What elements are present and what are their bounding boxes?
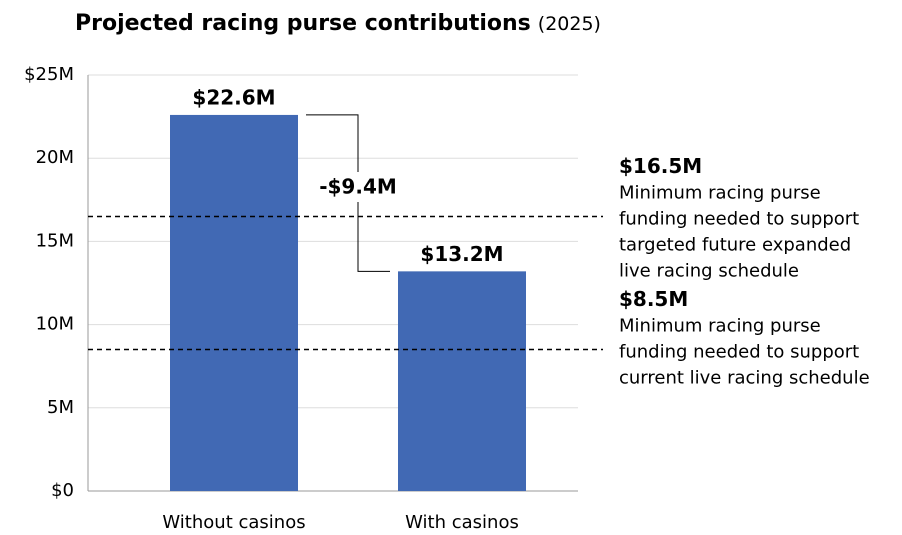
y-tick-label: 10M [36,314,74,335]
value-label: $22.6M [192,85,275,109]
reference-text: current live racing schedule [619,368,870,389]
difference-label: -$9.4M [319,175,397,199]
y-tick-label: $0 [51,480,74,501]
chart-title-group: Projected racing purse contributions (20… [75,11,601,36]
bar [398,271,526,491]
reference-text: live racing schedule [619,260,799,281]
x-tick-label: With casinos [405,512,519,533]
y-tick-label: 5M [47,397,74,418]
y-tick-label: $25M [24,64,74,85]
reference-label: $8.5M [619,287,688,311]
reference-text: funding needed to support [619,342,859,363]
reference-text: Minimum racing purse [619,182,821,203]
chart-subtitle: (2025) [538,13,601,35]
difference-label-bg [312,172,404,202]
chart-title: Projected racing purse contributions [75,11,531,36]
reference-text: targeted future expanded [619,234,851,255]
x-tick-label: Without casinos [162,512,305,533]
y-tick-label: 15M [36,230,74,251]
reference-text: funding needed to support [619,208,859,229]
y-tick-label: 20M [36,147,74,168]
value-label: $13.2M [420,242,503,266]
bar [170,114,298,491]
reference-label: $16.5M [619,154,702,178]
reference-text: Minimum racing purse [619,316,821,337]
